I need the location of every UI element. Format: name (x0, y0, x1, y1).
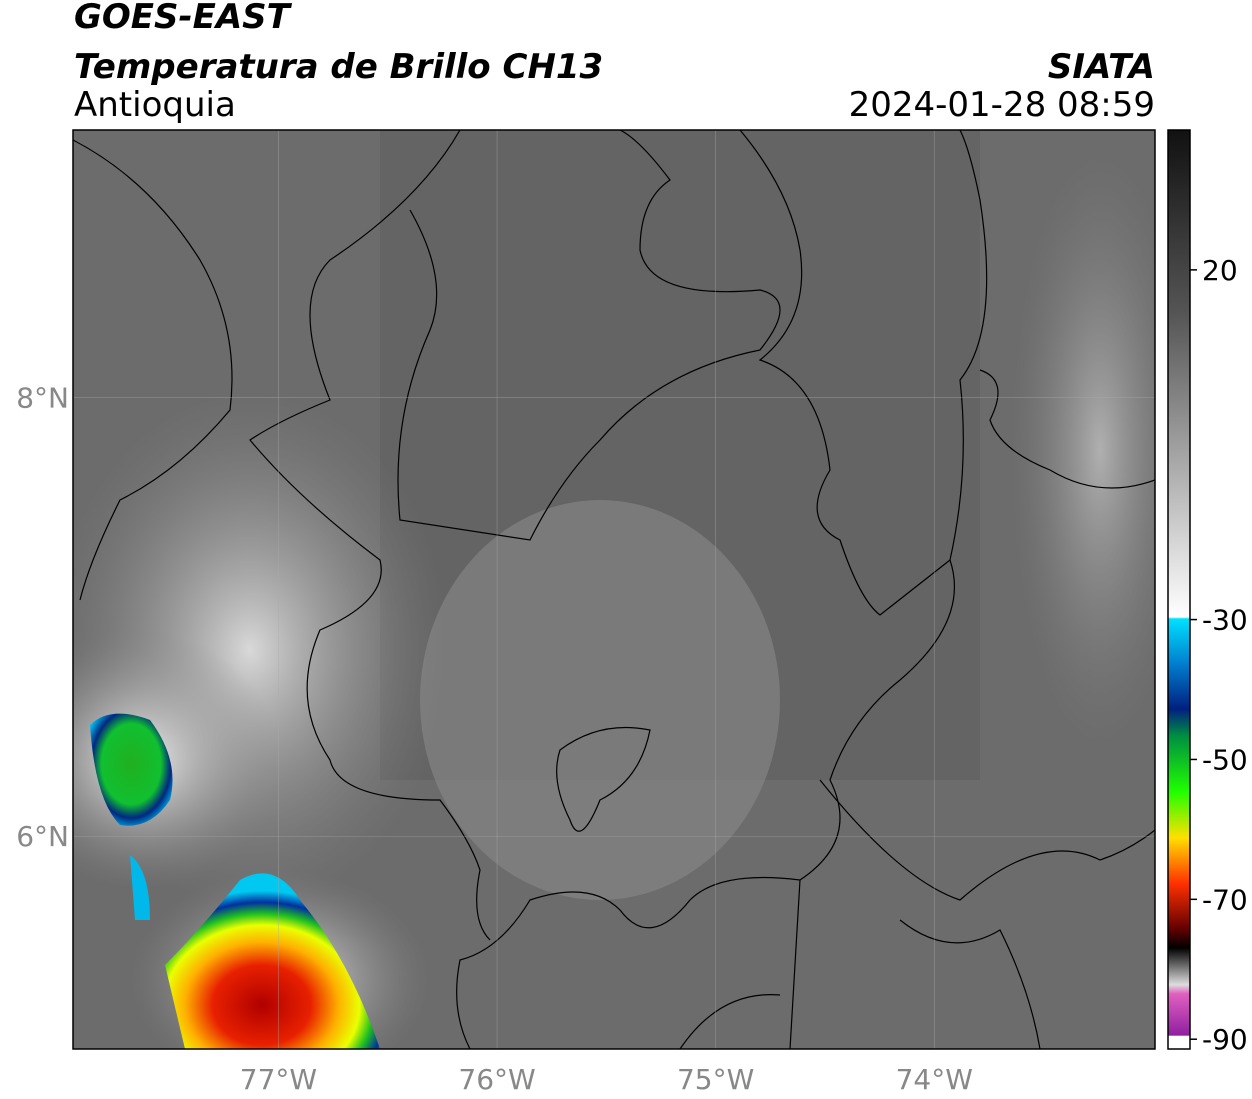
map-image (73, 130, 1155, 1049)
region: Antioquia (74, 85, 236, 125)
title: GOES-EAST (74, 0, 293, 37)
x-tick-label: 77°W (240, 1063, 317, 1096)
colorbar-tick-label: -90 (1202, 1023, 1248, 1056)
subtitle: Temperatura de Brillo CH13 (74, 47, 603, 87)
colorbar-tick-label: -30 (1202, 604, 1248, 637)
colorbar-tick-label: -70 (1202, 883, 1248, 916)
source: SIATA (1048, 47, 1155, 87)
x-tick-label: 76°W (458, 1063, 535, 1096)
colorbar-tick-label: 20 (1202, 254, 1238, 287)
colorbar (1167, 129, 1191, 1050)
y-tick-label: 8°N (16, 382, 69, 415)
y-tick-label: 6°N (16, 820, 69, 853)
colorbar-tick-label: -50 (1202, 743, 1248, 776)
x-tick-label: 74°W (896, 1063, 973, 1096)
map-frame (72, 129, 1156, 1050)
x-tick-label: 75°W (677, 1063, 754, 1096)
datetime: 2024-01-28 08:59 (849, 85, 1155, 125)
